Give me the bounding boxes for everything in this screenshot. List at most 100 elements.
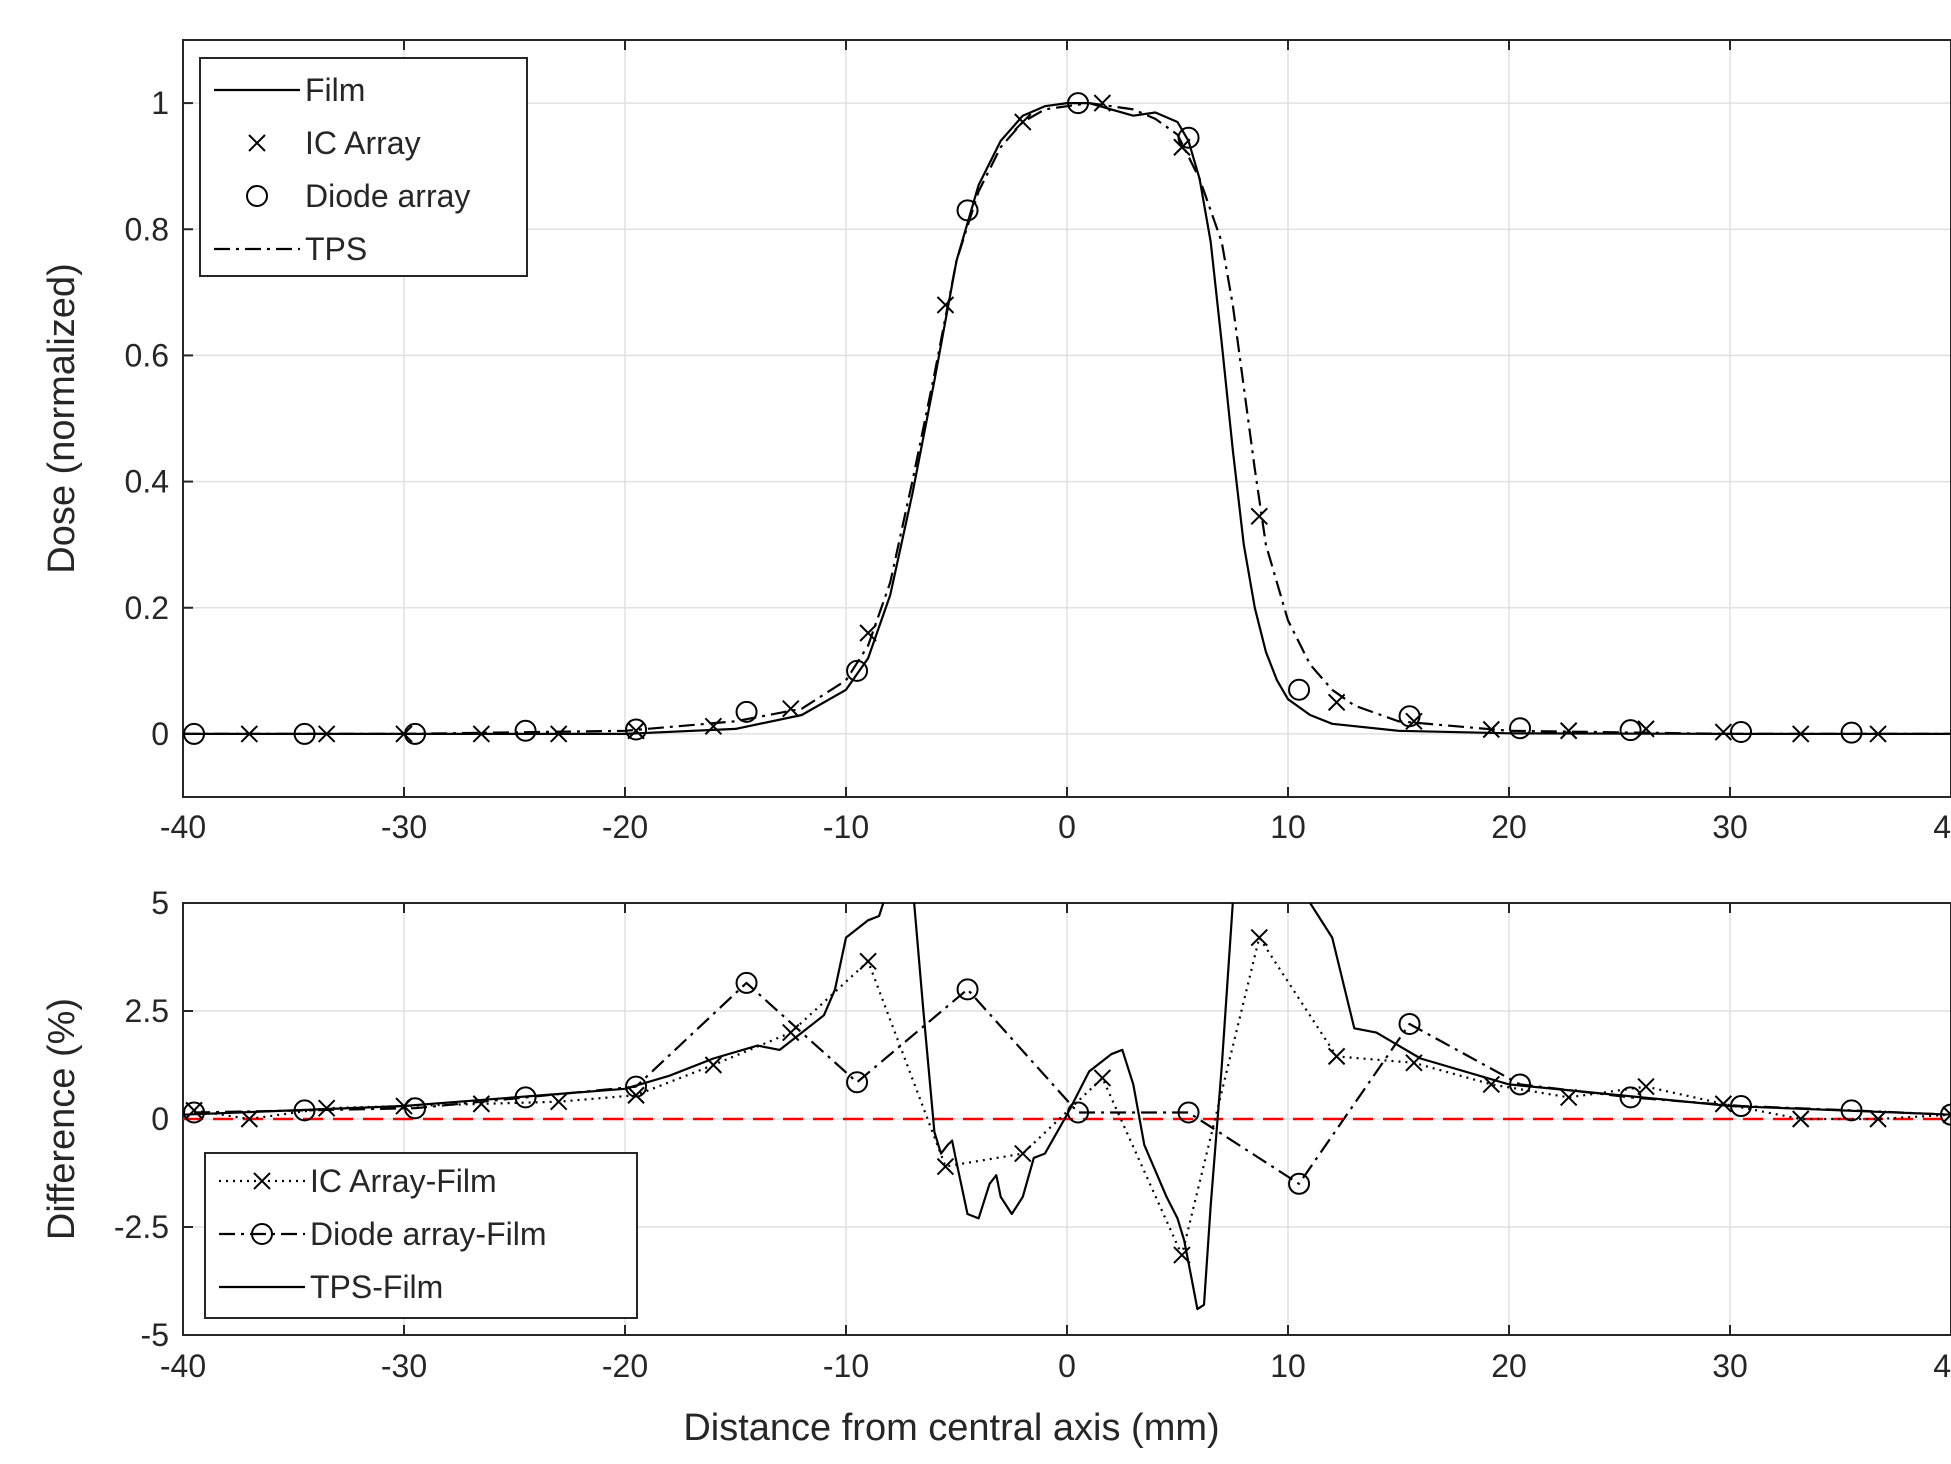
y-tick-label: -2.5 — [114, 1209, 169, 1245]
x-tick-label: 40 — [1933, 1348, 1951, 1384]
x-tick-label: 30 — [1712, 809, 1748, 845]
marker-circle — [404, 1097, 427, 1120]
x-tick-label: -10 — [823, 1348, 869, 1384]
marker-circle — [251, 1223, 273, 1245]
marker-x — [1093, 94, 1112, 112]
y-axis-label: Dose (normalized) — [41, 263, 83, 573]
ticks: -40 -30 -20 -10 0 10 20 30 40 0 0.2 0.4 0.6 0.8 1 — [125, 40, 1951, 845]
marker-circle — [1398, 705, 1421, 728]
series-group — [183, 92, 1951, 745]
y-tick-label: 2.5 — [125, 993, 169, 1029]
y-tick-label: 0 — [151, 716, 169, 752]
legend-label-ic-array-film: IC Array-Film — [310, 1163, 497, 1199]
y-tick-label: 0.8 — [125, 211, 169, 247]
legend: Film IC Array Diode array TPS — [199, 57, 528, 277]
marker-circle — [1509, 717, 1532, 740]
marker-x — [704, 717, 723, 736]
marker-x — [1637, 1077, 1655, 1096]
marker-x — [1869, 725, 1887, 743]
x-tick-label: -40 — [160, 1348, 206, 1384]
legend: IC Array-Film Diode array-Film TPS-Film — [204, 1152, 638, 1319]
marker-circle — [1840, 721, 1863, 744]
marker-circle — [1177, 1101, 1200, 1124]
series-line-tps-film — [183, 903, 1951, 1311]
marker-circle — [625, 1075, 648, 1098]
marker-circle — [735, 971, 758, 994]
legend-box — [199, 57, 528, 277]
marker-x — [782, 699, 800, 718]
x-tick-label: -20 — [602, 1348, 648, 1384]
marker-x — [1714, 1095, 1733, 1113]
marker-circle — [956, 978, 979, 1001]
marker-x — [253, 1172, 271, 1190]
y-tick-label: 0.2 — [125, 590, 169, 626]
series-tps — [183, 101, 1951, 736]
x-tick-label: 0 — [1058, 1348, 1076, 1384]
marker-x — [317, 725, 336, 743]
marker-circle — [846, 659, 869, 682]
marker-x — [1942, 1105, 1951, 1124]
marker-x — [627, 1086, 645, 1104]
marker-circle — [514, 719, 537, 742]
marker-circle — [1619, 719, 1642, 742]
marker-x — [859, 624, 877, 642]
x-tick-label: -40 — [160, 809, 206, 845]
marker-x — [1173, 138, 1191, 156]
marker-x — [248, 134, 266, 152]
marker-circle — [846, 1071, 869, 1094]
y-tick-label: 0 — [151, 1101, 169, 1137]
legend-label-film: Film — [305, 72, 365, 108]
marker-x — [549, 725, 568, 743]
marker-circle — [956, 199, 979, 222]
x-tick-label: 20 — [1491, 809, 1527, 845]
marker-x — [1482, 1075, 1501, 1094]
series-group — [183, 903, 1951, 1311]
marker-circle — [1398, 1012, 1421, 1035]
series-line-film — [183, 101, 1951, 736]
marker-x — [627, 722, 645, 740]
marker-x — [1250, 928, 1268, 947]
y-tick-label: -5 — [141, 1317, 169, 1353]
marker-x — [936, 296, 955, 314]
x-tick-label: 20 — [1491, 1348, 1527, 1384]
x-tick-label: -10 — [823, 809, 869, 845]
marker-x — [1093, 1069, 1112, 1087]
legend-label-diode-array-film: Diode array-Film — [310, 1216, 546, 1252]
marker-x — [240, 1110, 259, 1128]
marker-x — [1792, 1110, 1810, 1128]
marker-x — [1714, 723, 1733, 741]
legend-label-diode-array: Diode array — [305, 178, 470, 214]
x-tick-label: 10 — [1270, 809, 1306, 845]
x-tick-label: 10 — [1270, 1348, 1306, 1384]
y-tick-label: 0.4 — [125, 464, 169, 500]
legend-label-tps-film: TPS-Film — [310, 1269, 443, 1305]
series-film — [183, 101, 1951, 736]
ticks: -40 -30 -20 -10 0 10 20 30 40 -5 -2.5 0 2.5 5 — [114, 885, 1951, 1384]
marker-x — [1327, 1047, 1346, 1066]
marker-circle — [625, 718, 648, 741]
dose-profile-plot: -40 -30 -20 -10 0 10 20 30 40 0 0.2 0.4 0.6 0.8 1 Dose … — [41, 39, 1951, 845]
marker-x — [549, 1093, 568, 1111]
legend-label-tps: TPS — [305, 231, 367, 267]
series-tps-film — [183, 903, 1951, 1311]
marker-circle — [246, 185, 268, 207]
y-tick-label: 5 — [151, 885, 169, 921]
x-tick-label: 0 — [1058, 809, 1076, 845]
marker-x — [936, 1157, 955, 1176]
marker-circle — [183, 1101, 206, 1124]
series-line-tps — [183, 101, 1951, 736]
y-axis-label: Difference (%) — [41, 998, 83, 1240]
x-axis-label: Distance from central axis (mm) — [683, 1407, 1219, 1449]
marker-circle — [1730, 721, 1753, 744]
marker-x — [859, 952, 877, 971]
y-tick-label: 0.6 — [125, 337, 169, 373]
marker-x — [1869, 1110, 1887, 1128]
marker-x — [1014, 113, 1032, 131]
marker-x — [1014, 1144, 1032, 1163]
series-line-diode-array-film — [194, 981, 1951, 1185]
marker-x — [472, 725, 491, 743]
y-tick-label: 1 — [151, 85, 169, 121]
marker-x — [1559, 1088, 1578, 1107]
marker-x — [1250, 507, 1268, 525]
